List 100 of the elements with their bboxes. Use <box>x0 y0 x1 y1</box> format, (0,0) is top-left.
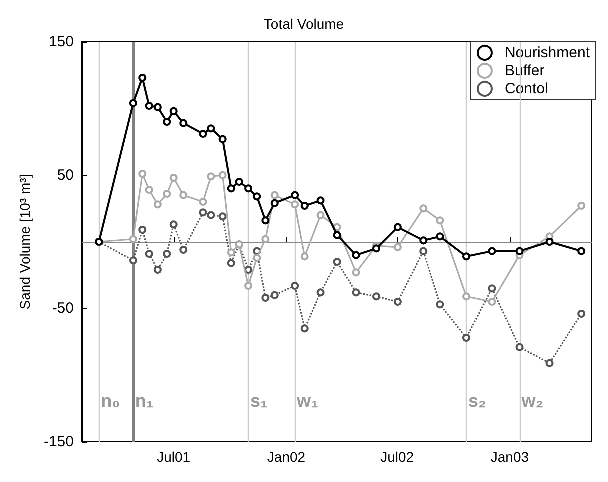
point <box>180 246 188 254</box>
point <box>180 119 188 128</box>
point <box>163 190 172 198</box>
point <box>462 334 470 342</box>
point <box>199 198 208 206</box>
point <box>488 247 496 256</box>
point <box>227 184 236 193</box>
point <box>333 223 342 232</box>
point <box>154 200 162 209</box>
point <box>270 191 279 200</box>
point <box>145 186 154 194</box>
point <box>316 196 325 205</box>
point <box>546 238 554 246</box>
point <box>138 170 147 178</box>
y-tick-label: 50 <box>57 166 74 184</box>
legend-label: Nourishment <box>504 44 591 62</box>
point <box>163 118 172 126</box>
point <box>333 231 342 240</box>
point <box>352 288 360 297</box>
point <box>300 202 309 210</box>
point <box>420 247 428 256</box>
point <box>291 282 300 290</box>
point <box>436 300 444 309</box>
x-tick-label: Jul02 <box>380 449 414 465</box>
chart-title: Total Volume <box>264 16 344 32</box>
point <box>145 102 154 110</box>
point <box>352 268 360 277</box>
point <box>129 235 138 244</box>
point <box>578 202 586 210</box>
point <box>262 294 270 302</box>
point <box>163 250 172 258</box>
point <box>488 298 496 306</box>
point <box>516 247 524 256</box>
point <box>262 235 270 244</box>
point <box>578 310 586 318</box>
point <box>170 107 178 116</box>
ref-line-label: s₁ <box>250 391 268 411</box>
point <box>199 208 208 217</box>
point <box>170 174 178 182</box>
y-axis-title: Sand Volume [10³ m³] <box>17 174 33 310</box>
point <box>253 192 262 201</box>
point <box>199 130 208 138</box>
x-tick-label: Jul01 <box>157 449 191 465</box>
point <box>235 178 244 186</box>
point <box>372 244 380 253</box>
point <box>352 251 360 260</box>
point <box>546 359 554 368</box>
point <box>218 171 227 180</box>
point <box>394 243 402 252</box>
point <box>462 292 470 301</box>
point <box>316 288 325 297</box>
point <box>262 216 270 225</box>
point <box>227 259 236 268</box>
ref-line-label: n₁ <box>135 391 154 411</box>
point <box>129 256 138 265</box>
point <box>291 191 300 200</box>
x-tick-label: Jan02 <box>267 449 306 465</box>
point <box>129 99 138 108</box>
point <box>207 211 216 220</box>
point <box>291 200 300 209</box>
point <box>394 298 402 306</box>
point <box>462 252 470 261</box>
point <box>138 226 147 234</box>
x-tick-label: Jan03 <box>490 449 530 465</box>
ref-line-label: w₂ <box>520 391 544 411</box>
point <box>227 248 236 257</box>
ref-line-label: w₁ <box>296 391 319 411</box>
point <box>516 343 524 352</box>
point <box>154 266 162 274</box>
legend-label: Buffer <box>504 62 545 80</box>
point <box>218 135 227 144</box>
point <box>154 103 162 112</box>
point <box>244 282 253 290</box>
point <box>333 258 342 266</box>
point <box>316 211 325 220</box>
point <box>207 172 216 181</box>
point <box>207 124 216 133</box>
ref-line-label: n₀ <box>101 391 120 411</box>
legend-label: Contol <box>504 80 548 98</box>
point <box>138 74 147 82</box>
ref-line-label: s₂ <box>468 391 487 411</box>
point <box>578 247 586 256</box>
point <box>420 204 428 213</box>
point <box>372 292 380 301</box>
point <box>394 223 402 232</box>
y-tick-label: -150 <box>44 434 74 450</box>
point <box>436 216 444 225</box>
point <box>145 250 154 258</box>
point <box>300 324 309 333</box>
point <box>420 236 428 245</box>
point <box>244 184 253 193</box>
y-tick-label: 150 <box>48 34 74 50</box>
point <box>180 191 188 200</box>
y-tick-label: -50 <box>52 300 74 318</box>
point <box>300 252 309 261</box>
point <box>244 266 253 274</box>
point <box>436 232 444 241</box>
point <box>218 212 227 221</box>
point <box>270 199 279 208</box>
point <box>253 254 262 262</box>
